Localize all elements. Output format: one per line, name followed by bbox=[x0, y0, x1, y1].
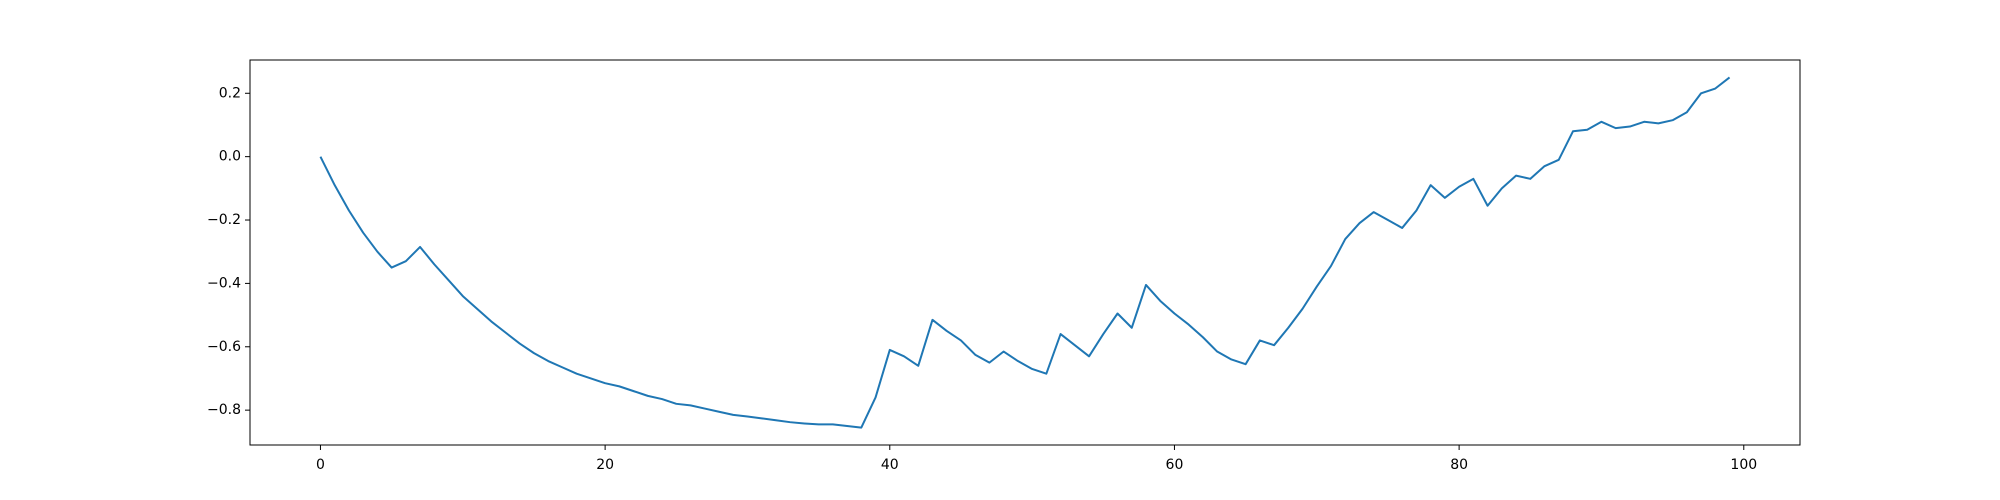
line-series bbox=[319, 76, 1731, 429]
axes-frame bbox=[249, 59, 1801, 446]
y-tick-label: −0.2 bbox=[207, 212, 241, 228]
y-tick-label: −0.4 bbox=[207, 275, 241, 291]
y-tick-label: −0.8 bbox=[207, 402, 241, 418]
x-tick-label: 80 bbox=[1450, 457, 1468, 473]
x-tick-label: 100 bbox=[1730, 457, 1757, 473]
y-tick-label: 0.2 bbox=[219, 85, 241, 101]
x-tick-label: 0 bbox=[316, 457, 325, 473]
x-tick-label: 60 bbox=[1166, 457, 1184, 473]
x-tick-label: 20 bbox=[596, 457, 614, 473]
y-tick-label: −0.6 bbox=[207, 339, 241, 355]
x-tick-label: 40 bbox=[881, 457, 899, 473]
y-tick-label: 0.0 bbox=[219, 149, 241, 165]
